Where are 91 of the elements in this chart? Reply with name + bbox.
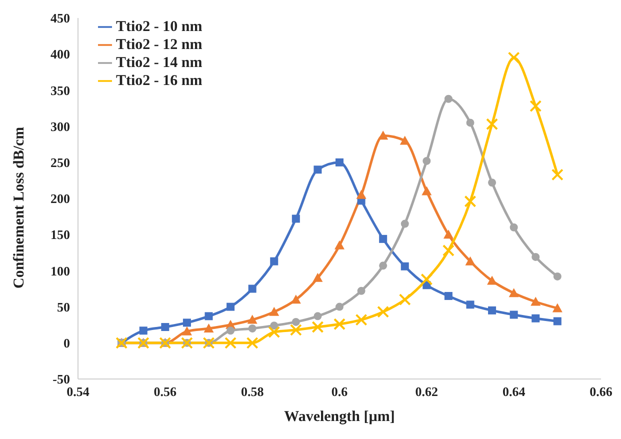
point — [355, 314, 368, 326]
point — [379, 234, 388, 243]
point — [334, 318, 346, 330]
x-tick-label: 0.54 — [66, 384, 90, 400]
point — [486, 118, 498, 130]
point — [530, 100, 542, 112]
point — [357, 286, 366, 295]
point — [532, 314, 540, 322]
point — [314, 166, 322, 174]
point — [268, 326, 280, 338]
point — [488, 306, 496, 314]
point — [248, 324, 256, 332]
point — [270, 257, 278, 266]
point — [226, 326, 235, 335]
point — [182, 318, 191, 327]
point — [246, 336, 258, 349]
point — [378, 130, 388, 140]
point — [356, 190, 366, 199]
y-tick-label: 300 — [50, 118, 70, 134]
point — [226, 302, 235, 311]
y-axis-title: Confinement Loss dB/cm — [11, 126, 28, 288]
point — [377, 306, 390, 318]
y-tick-label: 50 — [57, 299, 70, 314]
point — [510, 310, 518, 319]
point — [204, 312, 213, 320]
point — [336, 302, 344, 311]
point — [444, 292, 452, 300]
point — [224, 336, 237, 349]
point — [420, 273, 433, 286]
point — [247, 314, 258, 324]
y-tick-label: 100 — [50, 263, 70, 278]
y-tick-label: 200 — [50, 191, 70, 206]
legend-label: Ttio2 - 12 nm — [116, 37, 202, 53]
point — [290, 324, 302, 336]
point — [400, 262, 409, 270]
y-tick-label: 0 — [64, 336, 70, 351]
point — [139, 326, 148, 335]
point — [488, 178, 496, 187]
point — [312, 272, 323, 282]
point — [398, 294, 411, 306]
x-tick-label: 0.66 — [590, 384, 613, 400]
point — [400, 220, 409, 228]
point — [487, 276, 498, 285]
point — [464, 195, 476, 208]
legend-label: Ttio2 - 10 nm — [116, 19, 202, 35]
point — [292, 214, 300, 223]
point — [422, 156, 431, 165]
y-tick-label: -50 — [52, 372, 70, 387]
point — [248, 284, 256, 293]
point — [400, 136, 410, 145]
point — [510, 223, 518, 232]
point — [269, 306, 280, 316]
point — [290, 294, 301, 304]
x-tick-label: 0.6 — [331, 384, 348, 400]
point — [379, 262, 388, 270]
point — [182, 326, 192, 336]
x-tick-label: 0.62 — [415, 384, 438, 400]
point — [422, 186, 432, 196]
y-tick-label: 150 — [50, 227, 70, 242]
point — [292, 318, 300, 326]
point — [334, 240, 344, 250]
point — [532, 252, 540, 261]
point — [553, 317, 562, 326]
point — [336, 158, 344, 166]
point — [508, 52, 520, 64]
point — [466, 300, 474, 309]
point — [443, 230, 454, 239]
point — [552, 303, 562, 312]
point — [553, 272, 562, 280]
x-tick-label: 0.64 — [502, 384, 526, 400]
point — [444, 94, 452, 103]
point — [312, 321, 324, 334]
point — [551, 168, 564, 181]
point — [442, 244, 454, 256]
x-tick-label: 0.58 — [240, 384, 264, 400]
point — [508, 288, 519, 298]
x-tick-label: 0.56 — [154, 384, 178, 400]
point — [314, 312, 322, 320]
point — [530, 296, 541, 306]
legend-label: Ttio2 - 14 nm — [116, 55, 202, 71]
y-tick-label: 350 — [50, 82, 70, 98]
point — [465, 256, 476, 266]
legend-label: Ttio2 - 16 nm — [116, 73, 202, 89]
point — [204, 323, 214, 332]
x-axis-title: Wavelength [µm] — [284, 409, 395, 425]
y-tick-label: 450 — [50, 10, 70, 26]
y-tick-label: 400 — [50, 46, 70, 62]
point — [270, 322, 278, 330]
point — [161, 323, 170, 332]
point — [466, 118, 474, 127]
y-tick-label: 250 — [50, 155, 70, 170]
